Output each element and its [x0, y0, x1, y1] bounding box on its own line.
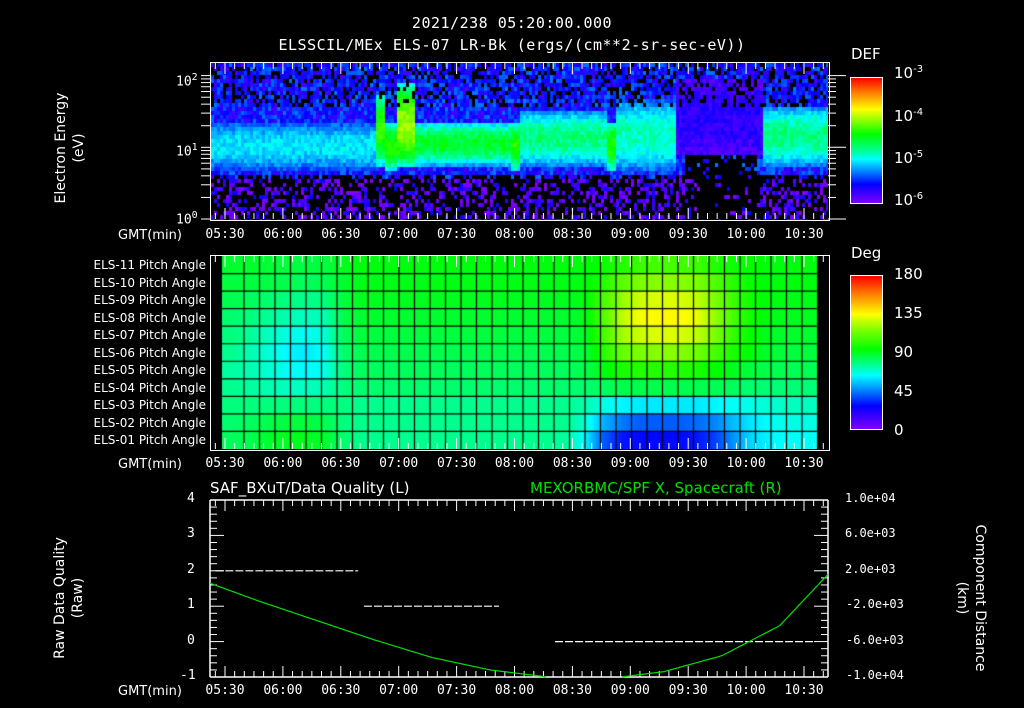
xtick-label: 09:00: [610, 227, 650, 242]
xtick-label: 10:30: [784, 683, 824, 698]
xtick-label: 10:00: [726, 683, 766, 698]
xtick-label: 09:00: [610, 683, 650, 698]
plot-timestamp: 2021/238 05:20:00.000: [411, 14, 613, 32]
deg-colorbar-label-90: 90: [894, 343, 914, 361]
left-ytick-label: 2: [187, 561, 195, 577]
xtick-label: 08:00: [494, 456, 535, 471]
right-ytick-label: -2.0e+03: [846, 597, 904, 612]
pitch-angle-row-label: ELS-07 Pitch Angle: [93, 328, 206, 342]
pitch-angle-row-label: ELS-04 Pitch Angle: [93, 380, 206, 395]
xtick-label: 08:00: [494, 683, 535, 698]
panel2-frame: [210, 255, 830, 451]
def-colorbar-label-1e-4: 10-4: [894, 107, 924, 125]
xtick-label: 07:00: [379, 456, 419, 471]
pitch-angle-row-label: ELS-03 Pitch Angle: [93, 398, 206, 412]
left-ytick-label: -1: [180, 668, 196, 683]
def-colorbar-label-1e-5: 10-5: [894, 149, 924, 167]
panel1-frame: [210, 62, 830, 221]
pitch-angle-row-label: ELS-05 Pitch Angle: [93, 363, 206, 377]
panel3-right-title: MEXORBMC/SPF X, Spacecraft (R): [530, 479, 782, 497]
xtick-label: 08:30: [552, 227, 592, 242]
pitch-angle-row-label: ELS-06 Pitch Angle: [93, 345, 206, 360]
xtick-label: 06:30: [321, 683, 361, 698]
left-ytick-label: 1: [187, 597, 195, 613]
xtick-label: 06:00: [263, 227, 303, 242]
xtick-label: 06:00: [263, 683, 303, 698]
xtick-label: 10:30: [784, 227, 824, 242]
panel1-xaxis-label: GMT(min): [118, 228, 182, 243]
left-ytick-label: 3: [187, 526, 195, 542]
pitch-angle-row-label: ELS-11 Pitch Angle: [93, 258, 206, 272]
pitch-angle-row-label: ELS-08 Pitch Angle: [93, 310, 206, 325]
right-ytick-label: 1.0e+04: [845, 491, 896, 505]
xtick-label: 06:30: [321, 456, 361, 471]
pitch-angle-row-label: ELS-09 Pitch Angle: [93, 293, 206, 307]
pitch-angle-row-label: ELS-01 Pitch Angle: [93, 433, 206, 447]
def-colorbar-label-1e-6: 10-6: [894, 191, 924, 209]
left-ytick-label: 4: [187, 491, 195, 506]
def-colorbar-title: DEF: [851, 45, 881, 63]
xtick-label: 09:00: [610, 456, 650, 471]
xtick-label: 05:30: [205, 456, 245, 471]
pitch-angle-heatmap: [211, 256, 828, 449]
xtick-label: 09:30: [668, 683, 708, 698]
panel3-left-title: SAF_BXuT/Data Quality (L): [210, 479, 410, 497]
deg-colorbar-label-180: 180: [894, 265, 923, 283]
panel3-xaxis-label: GMT(min): [118, 684, 182, 699]
xtick-label: 10:00: [726, 227, 766, 242]
energy-spectrogram: [211, 63, 828, 220]
def-colorbar: [850, 77, 883, 204]
deg-colorbar-label-0: 0: [894, 421, 904, 439]
panel1-ytick-1: 100: [176, 210, 198, 228]
deg-colorbar: [850, 275, 883, 430]
deg-colorbar-label-135: 135: [894, 304, 923, 322]
xtick-label: 10:00: [726, 456, 766, 471]
xtick-label: 07:30: [437, 227, 477, 242]
panel2-xaxis-label: GMT(min): [118, 457, 182, 472]
xtick-label: 06:00: [263, 456, 303, 471]
xtick-label: 05:30: [205, 227, 245, 242]
xtick-label: 05:30: [205, 683, 245, 698]
right-ytick-label: -1.0e+04: [846, 668, 904, 682]
xtick-label: 08:00: [494, 227, 535, 242]
deg-colorbar-label-45: 45: [894, 382, 914, 400]
panel1-ytick-100: 102: [176, 72, 198, 90]
xtick-label: 09:30: [668, 456, 708, 471]
panel1-ytick-10: 101: [176, 142, 198, 160]
left-ytick-label: 0: [187, 632, 195, 648]
plot-subtitle: ELSSCIL/MEx ELS-07 LR-Bk (ergs/(cm**2-sr…: [278, 36, 746, 54]
xtick-label: 10:30: [784, 456, 824, 471]
deg-colorbar-title: Deg: [851, 244, 882, 262]
pitch-angle-row-label: ELS-02 Pitch Angle: [93, 415, 206, 430]
pitch-angle-row-label: ELS-10 Pitch Angle: [93, 275, 206, 290]
xtick-label: 07:30: [437, 456, 477, 471]
right-ytick-label: -6.0e+03: [846, 632, 904, 647]
def-colorbar-label-1e-3: 10-3: [894, 64, 924, 82]
xtick-label: 08:30: [552, 683, 592, 698]
xtick-label: 09:30: [668, 227, 708, 242]
xtick-label: 07:00: [379, 683, 419, 698]
xtick-label: 07:00: [379, 227, 419, 242]
xtick-label: 07:30: [437, 683, 477, 698]
right-ytick-label: 2.0e+03: [845, 561, 896, 576]
xtick-label: 06:30: [321, 227, 361, 242]
xtick-label: 08:30: [552, 456, 592, 471]
right-ytick-label: 6.0e+03: [845, 526, 896, 541]
